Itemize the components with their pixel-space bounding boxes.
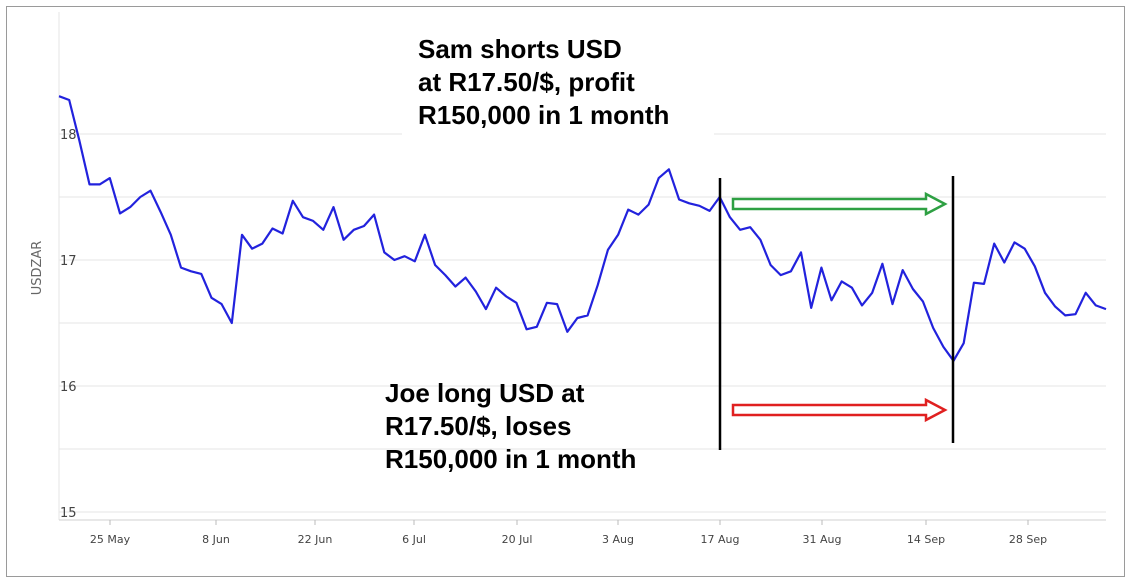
green-arrow [731,191,948,217]
x-tick-label: 17 Aug [701,533,740,546]
x-tick-label: 22 Jun [298,533,333,546]
y-tick-label: 17 [60,254,77,269]
x-tick-label: 8 Jun [202,533,230,546]
annotation-sam-line: R150,000 in 1 month [418,100,669,130]
x-tick-label: 28 Sep [1009,533,1047,546]
y-axis-ticks: 15 16 17 18 [60,128,77,521]
series-line [58,95,1107,362]
x-tick-label: 6 Jul [402,533,426,546]
y-tick-label: 15 [60,506,77,521]
series-layer [58,95,1107,362]
red-arrow [731,397,948,423]
x-tick-label: 14 Sep [907,533,945,546]
x-tick-label: 25 May [90,533,131,546]
annotation-joe-line: R17.50/$, loses [385,411,571,441]
y-axis-label: USDZAR [30,241,45,296]
x-tick-label: 20 Jul [502,533,533,546]
x-tick-label: 3 Aug [602,533,634,546]
annotation-joe-line: Joe long USD at [385,378,585,408]
x-tick-label: 31 Aug [803,533,842,546]
annotation-sam-line: at R17.50/$, profit [418,67,635,97]
y-tick-label: 16 [60,380,77,395]
markers-layer [718,176,955,450]
x-axis-ticks: 25 May 8 Jun 22 Jun 6 Jul 20 Jul 3 Aug 17 Aug 3… [90,520,1047,546]
annotation-joe-line: R150,000 in 1 month [385,444,636,474]
y-tick-label: 18 [60,128,77,143]
annotation-sam-line: Sam shorts USD [418,34,622,64]
annotation-background-sam [402,22,714,152]
